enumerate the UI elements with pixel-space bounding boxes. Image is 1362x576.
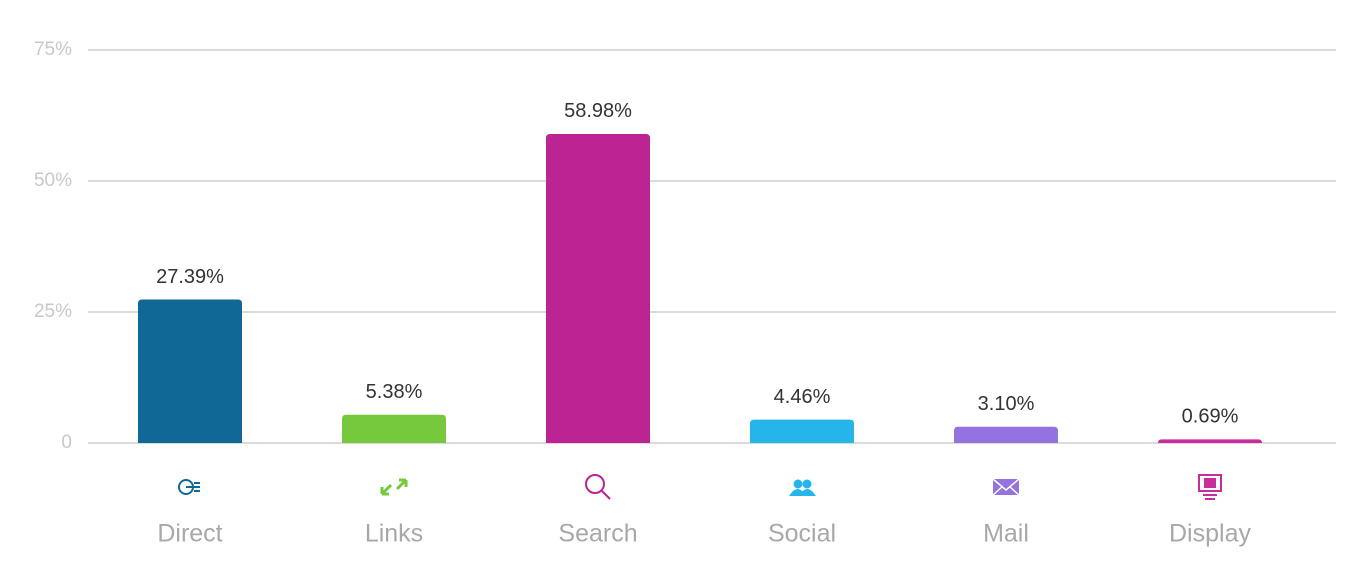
icon-part: [1198, 474, 1222, 492]
value-label: 27.39%: [156, 266, 224, 288]
bar: [750, 419, 854, 443]
x-tick-label: Mail: [983, 520, 1029, 548]
icon-part: [789, 489, 816, 496]
value-label: 5.38%: [366, 381, 423, 403]
icon-part: [1204, 478, 1216, 488]
y-tick-label: 0: [61, 432, 72, 453]
category-icon: [789, 479, 816, 496]
category-icon: [992, 478, 1020, 496]
category-icon: [178, 479, 200, 495]
icon-part: [1203, 494, 1217, 500]
value-label: 4.46%: [774, 386, 831, 408]
icon-part: [380, 478, 408, 496]
icon-part: [992, 478, 1020, 496]
y-tick-label: 25%: [34, 301, 72, 322]
bar: [546, 133, 650, 443]
icon-part: [993, 479, 1019, 495]
bar: [342, 414, 446, 443]
category-icon: [380, 478, 408, 496]
icon-part: [793, 479, 803, 489]
category-icon: [1198, 474, 1222, 500]
x-tick-label: Social: [768, 520, 836, 548]
icon-part: [601, 490, 611, 500]
icon-part: [802, 479, 812, 489]
y-tick-label: 75%: [34, 39, 72, 60]
value-label: 3.10%: [978, 393, 1035, 415]
icon-part: [585, 474, 605, 494]
bar: [954, 426, 1058, 443]
value-label: 58.98%: [564, 100, 632, 122]
icon-part: [186, 482, 200, 492]
x-tick-label: Display: [1169, 520, 1251, 548]
x-tick-label: Links: [365, 520, 423, 548]
x-tick-label: Direct: [157, 520, 222, 548]
x-tick-label: Search: [558, 520, 637, 548]
value-label: 0.69%: [1182, 406, 1239, 428]
bar: [1158, 439, 1262, 443]
category-icon: [585, 474, 611, 500]
bar: [138, 299, 242, 443]
y-tick-label: 50%: [34, 170, 72, 191]
